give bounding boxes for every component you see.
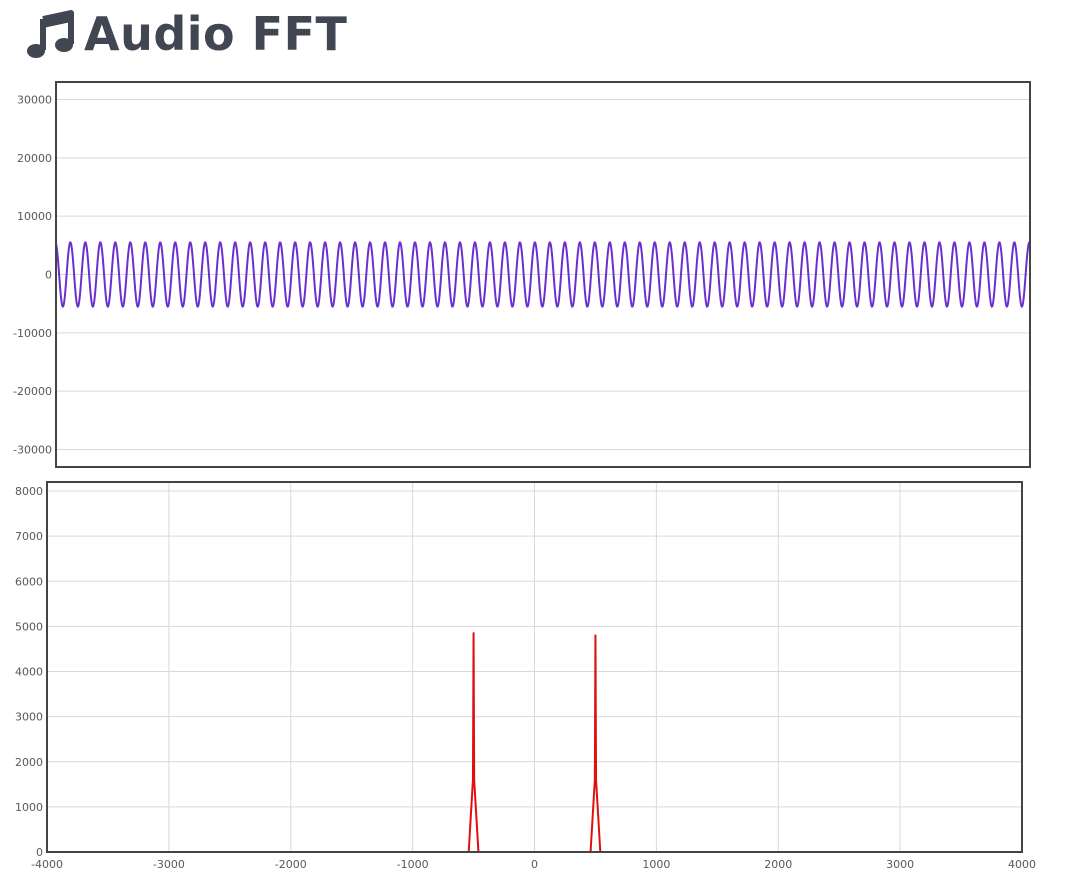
y-tick-label: -30000 <box>13 444 52 457</box>
y-tick-label: 20000 <box>17 152 52 165</box>
y-tick-label: 2000 <box>15 756 43 769</box>
y-tick-label: 4000 <box>15 666 43 679</box>
y-tick-label: 1000 <box>15 801 43 814</box>
x-tick-label: 4000 <box>1008 858 1036 871</box>
y-tick-label: 30000 <box>17 94 52 107</box>
y-tick-label: 7000 <box>15 530 43 543</box>
x-tick-label: -3000 <box>153 858 185 871</box>
x-tick-label: -4000 <box>31 858 63 871</box>
y-tick-label: 8000 <box>15 485 43 498</box>
y-tick-label: 5000 <box>15 620 43 633</box>
y-tick-label: 10000 <box>17 210 52 223</box>
y-tick-label: 6000 <box>15 575 43 588</box>
y-tick-label: 3000 <box>15 711 43 724</box>
page-header: Audio FFT <box>26 6 347 62</box>
page-title: Audio FFT <box>84 7 348 61</box>
y-tick-label: 0 <box>36 846 43 859</box>
x-tick-label: 2000 <box>764 858 792 871</box>
x-tick-label: -2000 <box>275 858 307 871</box>
x-tick-label: 1000 <box>642 858 670 871</box>
waveform-chart: 30000 20000 10000 0 -10000 -20000 -30000 <box>13 81 1031 468</box>
x-tick-label: 0 <box>531 858 538 871</box>
spectrum-frame <box>46 481 1023 853</box>
y-tick-label: -20000 <box>13 385 52 398</box>
music-note-icon <box>27 10 74 58</box>
x-tick-label: -1000 <box>397 858 429 871</box>
x-tick-label: 3000 <box>886 858 914 871</box>
waveform-series-line <box>55 241 1031 308</box>
y-tick-label: -10000 <box>13 327 52 340</box>
y-tick-label: 0 <box>45 269 52 282</box>
waveform-frame <box>55 81 1031 468</box>
spectrum-chart: 0 1000 2000 3000 4000 5000 6000 7000 8000 -4000 -3… <box>15 481 1036 871</box>
